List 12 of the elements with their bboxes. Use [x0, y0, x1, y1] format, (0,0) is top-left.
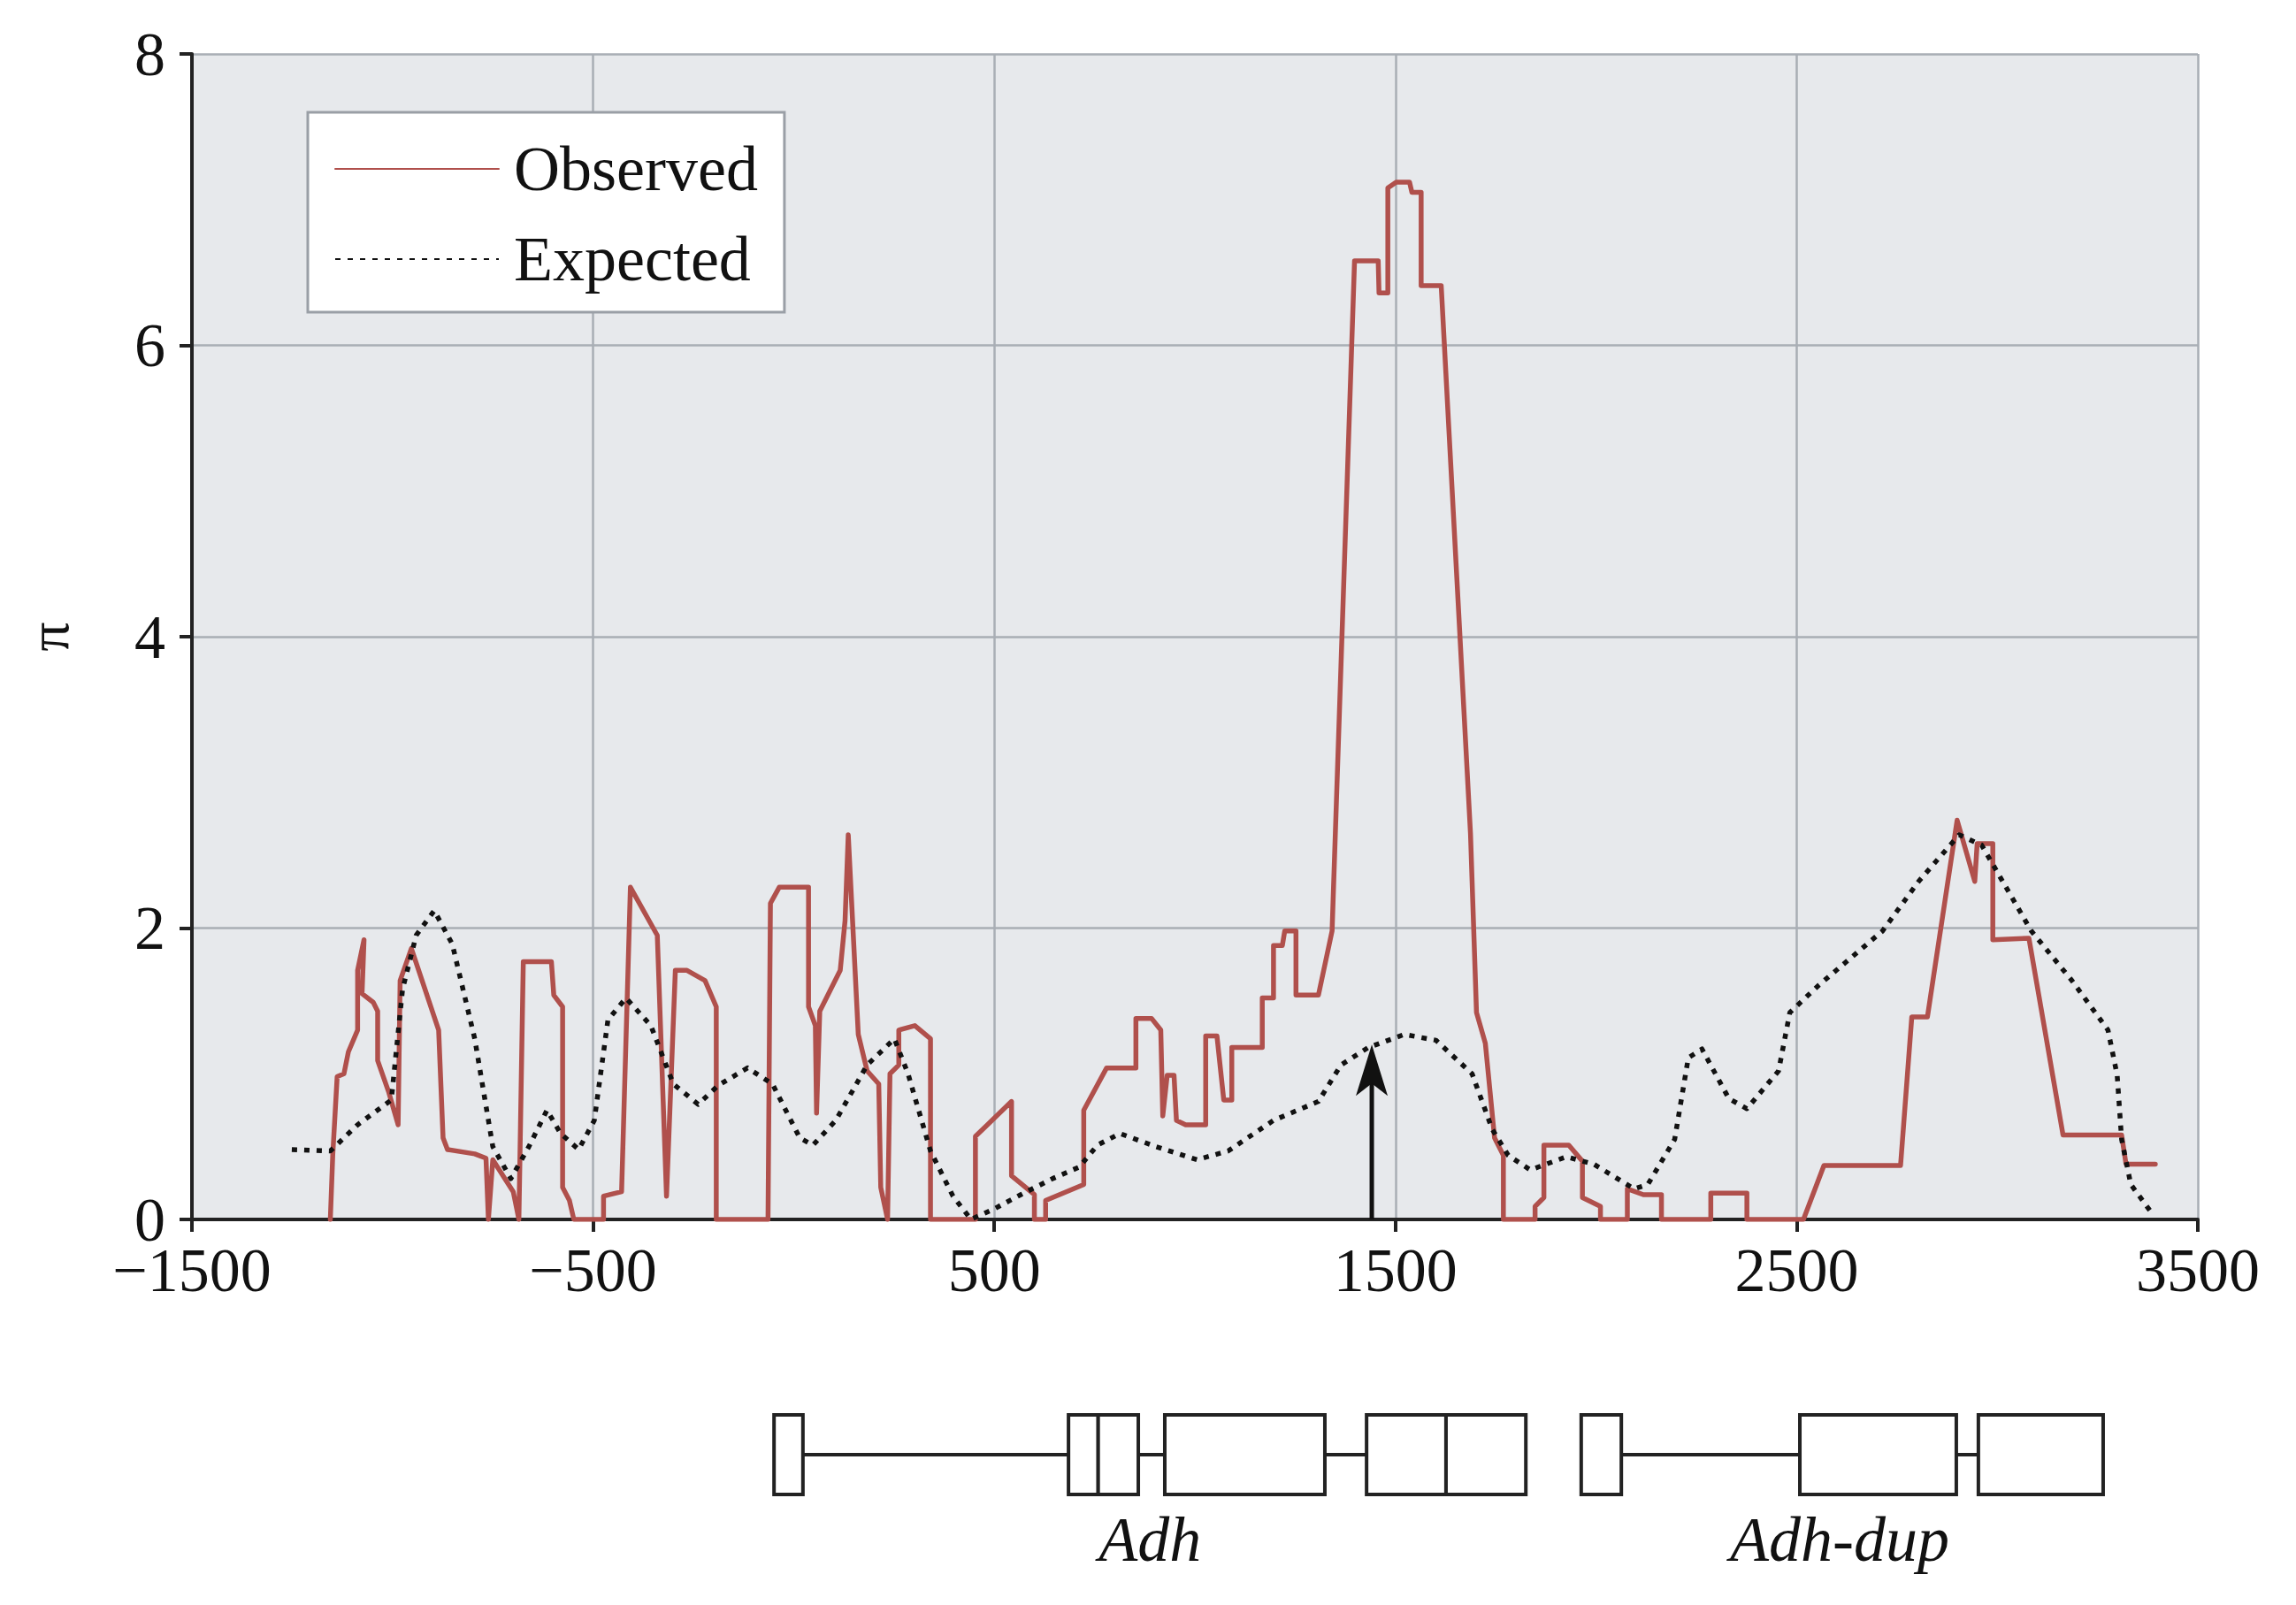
x-tick-label: 2500: [1734, 1235, 1859, 1304]
y-tick-label: 6: [134, 311, 165, 379]
x-tick-label: −500: [529, 1235, 657, 1304]
x-tick-label: 500: [947, 1235, 1041, 1304]
y-tick-label: 2: [134, 894, 165, 962]
legend-label: Observed: [514, 134, 758, 204]
x-tick-label: 1500: [1333, 1235, 1458, 1304]
legend-label: Expected: [514, 224, 751, 294]
x-tick-label: 3500: [2136, 1235, 2260, 1304]
y-tick-label: 8: [134, 19, 165, 88]
y-axis-title: π: [15, 622, 80, 652]
y-tick-label: 4: [134, 602, 165, 671]
